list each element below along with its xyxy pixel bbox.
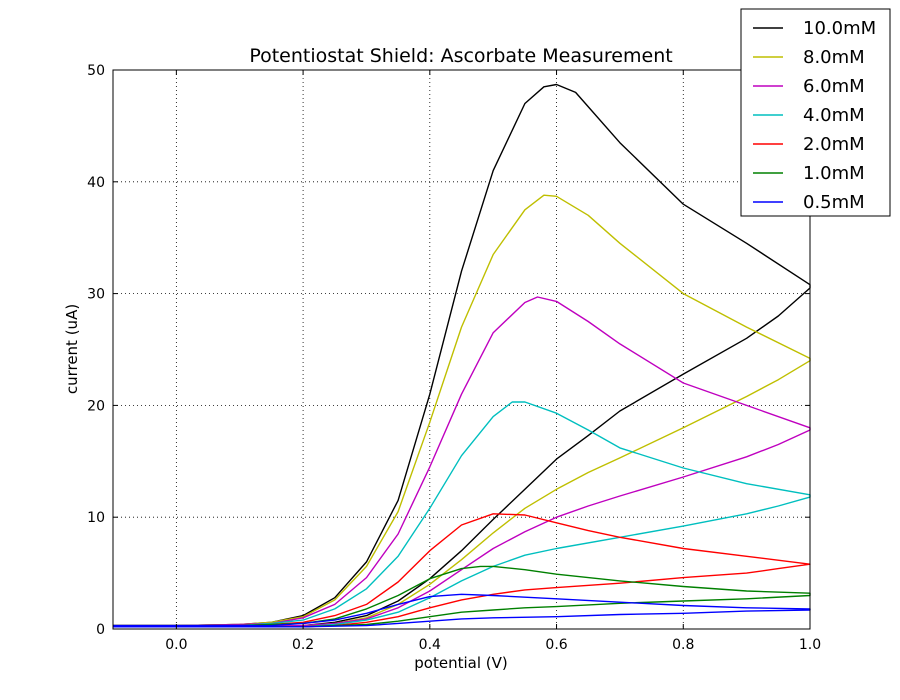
legend-label: 10.0mM [803,18,876,39]
x-tick-label: 0.2 [292,637,314,653]
y-tick-label: 50 [87,63,105,79]
series-line-1.0mM [113,565,811,628]
x-tick-label: 1.0 [799,637,821,653]
y-tick-label: 10 [87,510,105,526]
legend-label: 1.0mM [803,163,865,184]
y-tick-label: 30 [87,287,105,303]
x-tick-label: 0.6 [545,637,567,653]
y-tick-label: 0 [96,622,105,638]
grid [113,70,811,629]
y-tick-label: 40 [87,175,105,191]
series-line-4.0mM [113,401,811,628]
plot-frame [112,69,811,630]
plot-area [113,70,810,629]
x-tick-label: 0.4 [419,637,441,653]
x-tick-label: 0.8 [672,637,694,653]
legend: 10.0mM 8.0mM 6.0mM 4.0mM 2.0mM 1.0mM 0.5mM [740,8,891,217]
y-axis-title: current (uA) [63,304,81,394]
x-tick-label: 0.0 [165,637,187,653]
x-axis-title: potential (V) [414,654,507,672]
legend-label: 8.0mM [803,47,865,68]
y-tick-label: 20 [87,398,105,414]
legend-label: 4.0mM [803,105,865,126]
legend-label: 2.0mM [803,134,865,155]
legend-label: 0.5mM [803,192,865,213]
legend-box [740,8,891,217]
series-line-0.5mM [113,593,811,628]
legend-label: 6.0mM [803,76,865,97]
series-line-2.0mM [113,513,811,628]
chart-title: Potentiostat Shield: Ascorbate Measureme… [249,45,672,67]
axis-ticks: 0.0 0.2 0.4 0.6 0.8 1.0 0 10 20 30 40 50 [87,63,821,653]
